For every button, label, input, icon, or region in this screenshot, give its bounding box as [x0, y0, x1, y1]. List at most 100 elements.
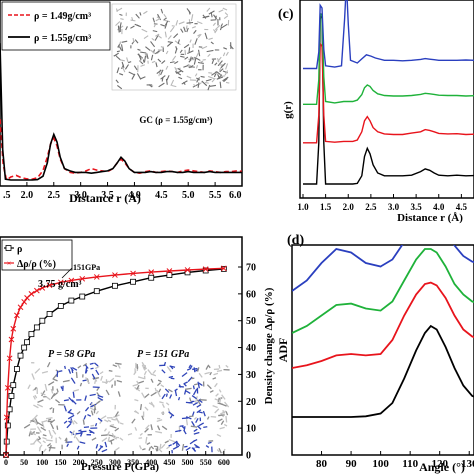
inset-bond: [143, 10, 148, 15]
inset-bond: [183, 44, 190, 49]
snapshot-bond: [185, 387, 192, 390]
panel-b-legend: ρ × Δρ/ρ (%): [1, 239, 73, 271]
inset-bond: [211, 59, 215, 64]
panel-b-frame: [0, 236, 243, 456]
snapshot-bond: [132, 383, 139, 387]
density-change-data-point: [46, 282, 53, 289]
snapshot-bond: [108, 377, 115, 383]
snapshot-bond: [79, 441, 86, 445]
snapshot-bond: [150, 445, 155, 450]
snapshot-bond: [193, 438, 198, 442]
snapshot-bond: [196, 404, 202, 408]
snapshot-bond: [44, 383, 48, 391]
inset-bond: [205, 78, 212, 82]
inset-bond: [121, 40, 128, 43]
inset-bond: [131, 16, 134, 21]
panel-b-x-tick-label: 100: [36, 458, 48, 467]
inset-bond: [169, 26, 175, 33]
inset-bond: [164, 31, 167, 38]
snapshot-bond: [41, 419, 48, 423]
snapshot-bond: [207, 441, 212, 444]
snapshot-bond: [189, 397, 192, 402]
snapshot-bond: [93, 403, 97, 411]
snapshot-bond: [42, 448, 47, 454]
inset-bond: [201, 45, 208, 50]
snapshot-bond: [109, 425, 117, 429]
inset-bond: [150, 49, 156, 55]
inset-bond: [136, 24, 142, 28]
snapshot-bond: [214, 398, 219, 401]
rho-data-point: [28, 331, 35, 338]
snapshot-bond: [119, 422, 124, 425]
inset-bond: [197, 82, 200, 88]
snapshot-bond: [66, 443, 70, 447]
snapshot-bond: [163, 361, 167, 367]
snapshot-bond: [220, 420, 225, 425]
snapshot-bond: [157, 379, 162, 383]
snapshot-bond: [172, 445, 180, 450]
snapshot-bond: [67, 414, 75, 420]
snapshot-bond: [34, 387, 37, 391]
snapshot-bond: [131, 418, 136, 424]
snapshot-bond: [215, 393, 219, 397]
inset-bond: [163, 13, 167, 19]
snapshot-bond: [75, 432, 83, 435]
panel-d-x-ticks: 80 90 100 110 120 130: [291, 451, 474, 470]
snapshot-bond: [155, 430, 163, 434]
inset-bond: [177, 39, 180, 45]
snapshot-bond: [139, 404, 143, 411]
panel-b-curves: [3, 265, 227, 458]
snapshot-bond: [27, 384, 31, 390]
snapshot-bond: [138, 445, 142, 450]
snapshot-bond: [71, 366, 78, 371]
panel-a-legend: ρ = 1.49g/cm³ ρ = 1.55g/cm³: [1, 1, 111, 51]
snapshot-bond: [83, 415, 87, 420]
inset-bond: [171, 84, 177, 88]
panel-d-x-tick-label: 100: [372, 458, 389, 470]
inset-bond: [144, 53, 148, 58]
inset-bond: [121, 66, 126, 73]
snapshot-bond: [183, 383, 187, 387]
snapshot-bond: [164, 440, 170, 444]
inset-bond: [148, 84, 153, 88]
inset-bond: [208, 37, 213, 40]
snapshot-bond: [206, 416, 210, 420]
inset-bond: [164, 23, 168, 29]
inset-bond: [194, 73, 198, 77]
inset-bond: [194, 56, 201, 61]
snapshot-bond: [225, 411, 229, 416]
panel-c-x-tick-label: 3.0: [388, 202, 400, 212]
snapshot-bond: [82, 379, 87, 382]
snapshot-bond: [136, 380, 139, 385]
inset-bond: [163, 19, 171, 23]
snapshot-bond: [168, 411, 175, 417]
inset-bond: [140, 64, 145, 67]
snapshot-bond: [71, 419, 75, 425]
panel-c-x-tick-label: 2.0: [343, 202, 355, 212]
legend-label-rho-149: ρ = 1.49g/cm³: [34, 11, 91, 22]
snapshot-bond: [97, 396, 104, 401]
snapshot-bond: [193, 447, 196, 452]
snapshot-bond: [218, 364, 221, 369]
inset-bond: [142, 59, 145, 63]
inset-bond: [167, 41, 174, 44]
snapshot-bond: [197, 381, 200, 389]
inset-bond: [207, 84, 211, 91]
snapshot-bond: [218, 389, 222, 393]
snapshot-bond: [55, 399, 61, 404]
inset-bond: [138, 53, 142, 61]
annotation-151gpa-pointer: [61, 267, 73, 279]
inset-bond: [125, 26, 128, 31]
snapshot-bond: [92, 377, 100, 380]
inset-bond: [211, 77, 216, 83]
inset-bond: [141, 28, 148, 33]
inset-bond: [130, 25, 135, 29]
snapshot-bond: [225, 415, 228, 423]
density-change-data-point: [3, 414, 10, 421]
density-change-data-point: [24, 295, 30, 301]
inset-bond: [193, 29, 197, 34]
inset-bond: [195, 65, 199, 69]
snapshot-bond: [110, 441, 113, 445]
snapshot-bond: [40, 392, 46, 396]
snapshot-bond: [67, 411, 74, 415]
